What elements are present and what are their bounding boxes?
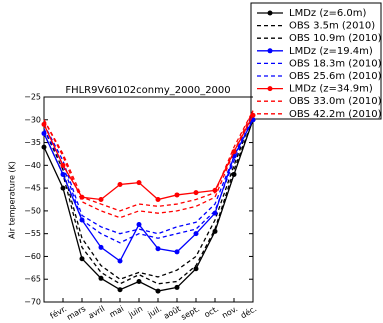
series-line — [43, 119, 254, 292]
legend-box — [250, 2, 382, 120]
point — [193, 190, 199, 196]
point — [79, 256, 85, 262]
point — [98, 197, 104, 202]
point — [174, 249, 180, 255]
point — [193, 231, 199, 237]
series-line — [43, 114, 254, 201]
point — [60, 162, 66, 168]
y-tick-label: −50 — [24, 206, 41, 215]
point — [136, 222, 142, 228]
point — [193, 266, 199, 272]
x-tick-label: mars — [65, 304, 87, 322]
x-tick-label: avril — [87, 304, 107, 320]
x-tick-label: nov. — [220, 304, 239, 320]
y-tick-label: −55 — [24, 229, 41, 238]
plot-frame — [43, 96, 254, 303]
legend-marker — [267, 48, 273, 54]
series-line — [43, 112, 254, 235]
x-tick-label: août — [162, 304, 182, 321]
y-tick-label: −25 — [24, 93, 41, 102]
y-tick-label: −35 — [24, 138, 41, 147]
point — [60, 171, 66, 177]
y-tick-label: −70 — [24, 298, 41, 307]
x-tick-label: févr. — [48, 303, 68, 320]
x-tick-label: sept. — [180, 304, 202, 322]
series-line — [43, 110, 254, 219]
legend-marker — [267, 10, 273, 16]
legend-label: LMDz (z=6.0m) — [289, 8, 367, 19]
chart-title: FHLR9V60102conmy_2000_2000 — [65, 85, 230, 96]
y-tick-label: −40 — [24, 161, 41, 170]
x-tick-label: juil. — [146, 304, 164, 319]
y-tick-label: −30 — [24, 115, 41, 124]
y-tick-label: −45 — [24, 184, 41, 193]
point — [155, 246, 161, 252]
legend-label: LMDz (z=34.9m) — [289, 84, 373, 95]
y-axis-label: Air temperature (K) — [8, 161, 17, 239]
x-tick-label: juin — [126, 304, 144, 320]
legend-label: OBS 3.5m (2010) — [289, 21, 375, 32]
x-tick-label: mai — [108, 304, 125, 319]
point — [212, 187, 218, 193]
series-line — [43, 119, 254, 285]
point — [117, 258, 123, 264]
series-line — [43, 119, 254, 262]
point — [41, 144, 47, 150]
point — [136, 279, 142, 284]
legend-label: OBS 42.2m (2010) — [289, 109, 382, 120]
legend-label: OBS 33.0m (2010) — [289, 96, 382, 107]
point — [155, 288, 161, 294]
x-tick-label: oct. — [203, 304, 220, 319]
y-tick-label: −60 — [24, 252, 41, 261]
point — [174, 192, 180, 198]
point — [98, 275, 104, 281]
point — [60, 185, 66, 191]
point — [98, 244, 104, 250]
y-tick-label: −65 — [24, 275, 41, 284]
point — [136, 180, 142, 186]
point — [174, 284, 180, 290]
legend-label: OBS 10.9m (2010) — [289, 33, 382, 44]
legend-label: OBS 25.6m (2010) — [289, 71, 382, 82]
point — [117, 181, 123, 187]
series-line — [43, 114, 254, 244]
legend-label: OBS 18.3m (2010) — [289, 58, 382, 69]
point — [155, 197, 161, 202]
point — [117, 287, 123, 293]
x-tick-label: déc. — [239, 303, 259, 320]
legend-label: LMDz (z=19.4m) — [289, 46, 373, 57]
series-line — [43, 110, 254, 212]
legend-marker — [267, 86, 273, 92]
